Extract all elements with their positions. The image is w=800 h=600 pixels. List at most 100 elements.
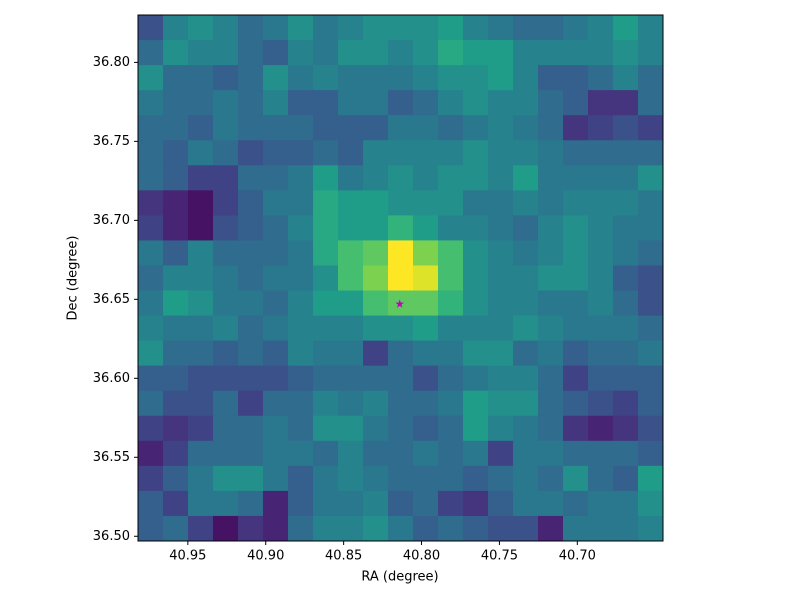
cell (313, 390, 339, 417)
cell (413, 215, 439, 241)
cell (538, 415, 564, 442)
cell (538, 315, 564, 342)
cell (538, 340, 564, 367)
cell (538, 390, 564, 417)
cell (213, 340, 239, 367)
cell (388, 190, 414, 216)
cell (188, 15, 214, 41)
cell (213, 365, 239, 392)
cell (563, 440, 589, 467)
cell (313, 415, 339, 442)
cell (638, 40, 664, 66)
cell (363, 190, 389, 216)
cell (588, 65, 614, 91)
cell (213, 290, 239, 317)
cell (613, 315, 639, 342)
cell (163, 165, 189, 191)
cell (513, 65, 539, 91)
cell (213, 515, 239, 542)
cell (588, 515, 614, 542)
cell (288, 290, 314, 317)
cell (363, 340, 389, 367)
cell (588, 240, 614, 266)
cell (463, 90, 489, 116)
cell (138, 190, 164, 216)
cell (463, 315, 489, 342)
cell (363, 315, 389, 342)
cell (563, 515, 589, 542)
cell (263, 390, 289, 417)
cell (288, 65, 314, 91)
cell (188, 165, 214, 191)
cell (188, 215, 214, 241)
cell (313, 90, 339, 116)
cell (288, 90, 314, 116)
cell (588, 365, 614, 392)
cell (438, 390, 464, 417)
cell (563, 465, 589, 492)
cell (363, 140, 389, 166)
cell (488, 165, 514, 191)
cell (438, 40, 464, 66)
cell (538, 65, 564, 91)
cell (538, 290, 564, 317)
cell (313, 315, 339, 342)
cell (513, 440, 539, 467)
cell (363, 440, 389, 467)
cell (313, 140, 339, 166)
cell (213, 165, 239, 191)
cell (613, 90, 639, 116)
cell (513, 365, 539, 392)
cell (388, 365, 414, 392)
cell (188, 115, 214, 141)
cell (288, 340, 314, 367)
cell (313, 340, 339, 367)
cell (338, 115, 364, 141)
cell (463, 440, 489, 467)
cell (413, 15, 439, 41)
cell (413, 265, 439, 292)
cell (588, 165, 614, 191)
cell (163, 315, 189, 342)
cell (213, 490, 239, 517)
cell (463, 290, 489, 317)
cell (238, 165, 264, 191)
cell (388, 240, 414, 266)
cell (188, 315, 214, 342)
cell (213, 215, 239, 241)
cell (638, 290, 664, 317)
cell (313, 215, 339, 241)
cell (463, 140, 489, 166)
cell (213, 65, 239, 91)
cell (638, 15, 664, 41)
cell (563, 165, 589, 191)
cell (213, 390, 239, 417)
cell (613, 390, 639, 417)
cell (463, 115, 489, 141)
cell (438, 215, 464, 241)
cell (463, 265, 489, 292)
cell (213, 240, 239, 266)
cell (138, 115, 164, 141)
y-axis-label: Dec (degree) (66, 236, 81, 321)
cell (288, 115, 314, 141)
cell (563, 90, 589, 116)
cell (238, 515, 264, 542)
cell (588, 90, 614, 116)
cell (238, 65, 264, 91)
cell (588, 215, 614, 241)
cell (238, 415, 264, 442)
cell (138, 140, 164, 166)
cell (538, 165, 564, 191)
cell (513, 90, 539, 116)
cell (363, 115, 389, 141)
cell (263, 15, 289, 41)
cell (638, 390, 664, 417)
cell (163, 515, 189, 542)
cell (388, 315, 414, 342)
cell (213, 140, 239, 166)
cell (238, 90, 264, 116)
cell (613, 240, 639, 266)
cell (263, 240, 289, 266)
cell (438, 190, 464, 216)
